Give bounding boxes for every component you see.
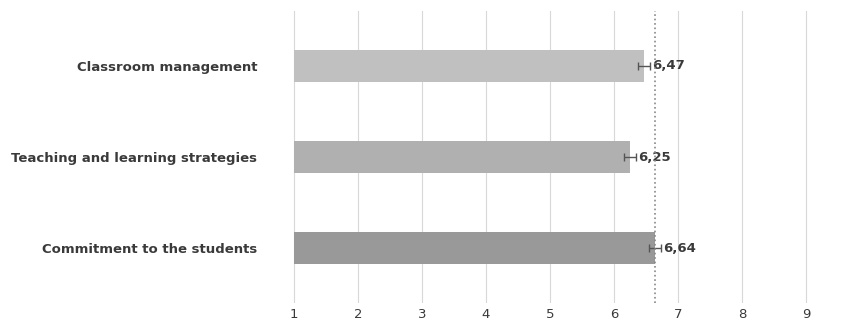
Bar — [294, 50, 644, 82]
Text: 6,25: 6,25 — [638, 151, 671, 164]
Text: 6,47: 6,47 — [652, 59, 685, 72]
Bar — [294, 141, 630, 173]
Text: 6,64: 6,64 — [663, 242, 696, 255]
Bar — [294, 232, 655, 264]
